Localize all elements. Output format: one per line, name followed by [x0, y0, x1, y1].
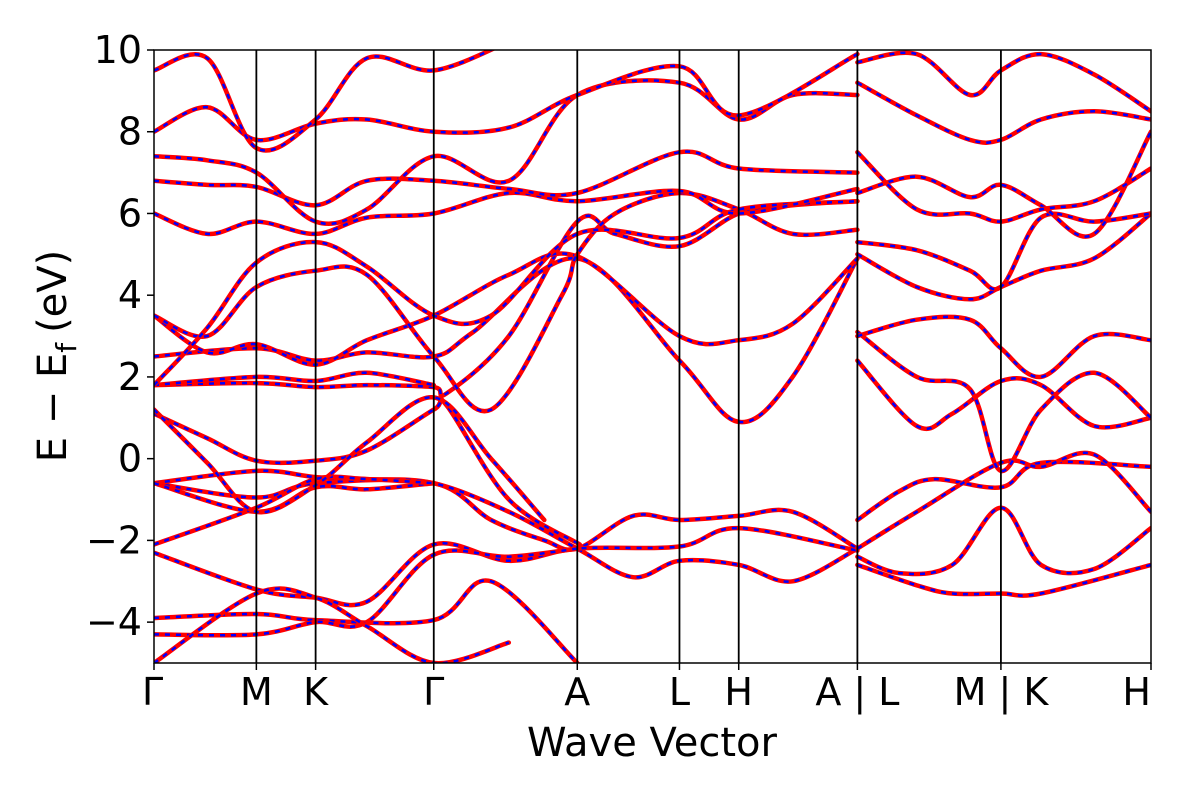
- x-tick-label-7: A | L: [815, 670, 899, 715]
- x-tick-label-9: H: [1122, 670, 1151, 714]
- band-line-dft-32: [855, 80, 1151, 145]
- y-tick-label-4: 4: [118, 273, 142, 317]
- band-line-dft-10: [154, 198, 860, 399]
- y-tick-label-2: 0: [118, 437, 142, 481]
- band-line-fit-30: [857, 131, 1151, 238]
- x-tick-label-8: M | K: [954, 670, 1050, 715]
- band-line-fit-3: [154, 475, 434, 546]
- x-tick-label-0: Γ: [142, 670, 163, 714]
- y-tick-label-0: −4: [86, 600, 142, 644]
- y-axis-label-main: E − E: [30, 353, 76, 463]
- y-tick-label-7: 10: [94, 28, 142, 72]
- x-tick-label-6: H: [724, 670, 753, 714]
- band-line-dft-23: [855, 505, 1151, 577]
- kpath-separator-lines: [255, 50, 1002, 663]
- band-line-fit-11: [154, 371, 435, 387]
- band-line-fit-22: [856, 563, 1151, 597]
- x-tick-label-1: M: [240, 670, 273, 714]
- x-tick-label-3: Γ: [423, 670, 444, 714]
- band-line-dft-17: [154, 149, 860, 208]
- band-line-fit-24: [856, 451, 1151, 550]
- band-line-fit-10: [154, 199, 858, 398]
- x-tick-label-4: A: [564, 670, 590, 714]
- band-line-fit-12: [154, 257, 859, 424]
- y-tick-label-6: 8: [118, 110, 142, 154]
- band-line-fit-13: [154, 252, 859, 366]
- y-tick-label-1: −2: [86, 518, 142, 562]
- band-line-fit-17: [154, 150, 858, 207]
- band-line-fit-16: [154, 187, 858, 236]
- x-tick-label-5: L: [669, 670, 690, 714]
- band-line-fit-25: [856, 359, 1151, 431]
- y-tick-label-3: 2: [118, 355, 142, 399]
- band-line-fit-0: [154, 478, 859, 551]
- y-axis-label: E − Ef (eV): [30, 250, 83, 463]
- band-line-fit-21: [856, 460, 1151, 522]
- band-line-fit-19: [154, 52, 858, 142]
- band-line-fit-8: [154, 397, 581, 546]
- band-line-fit-1: [154, 469, 858, 583]
- band-line-dft-18: [154, 78, 860, 227]
- band-line-fit-6: [154, 547, 578, 637]
- band-line-dft-25: [855, 358, 1151, 432]
- band-line-dft-24: [855, 450, 1151, 551]
- x-axis-label: Wave Vector: [527, 720, 778, 766]
- band-line-dft-33: [855, 50, 1151, 114]
- band-line-fit-9: [154, 396, 546, 521]
- band-line-fit-18: [154, 79, 858, 226]
- x-tick-label-2: K: [303, 670, 329, 714]
- band-line-fit-5: [154, 579, 579, 663]
- band-line-dft-19: [154, 51, 860, 143]
- y-axis-label-unit: (eV): [30, 250, 76, 333]
- band-line-fit-7: [154, 587, 510, 663]
- y-axis-label-sub: f: [50, 342, 83, 353]
- svg-text:E − Ef(eV): E − Ef (eV): [30, 250, 83, 463]
- y-tick-label-5: 6: [118, 191, 142, 235]
- y-axis-ticks: −4 −2 0 2 4 6 8 10: [86, 28, 154, 644]
- band-line-fit-20: [154, 50, 494, 152]
- plot-frame: [153, 49, 1152, 664]
- band-line-fit-15: [154, 199, 858, 386]
- band-line-dft-15: [154, 198, 860, 388]
- band-line-fit-14: [154, 191, 858, 413]
